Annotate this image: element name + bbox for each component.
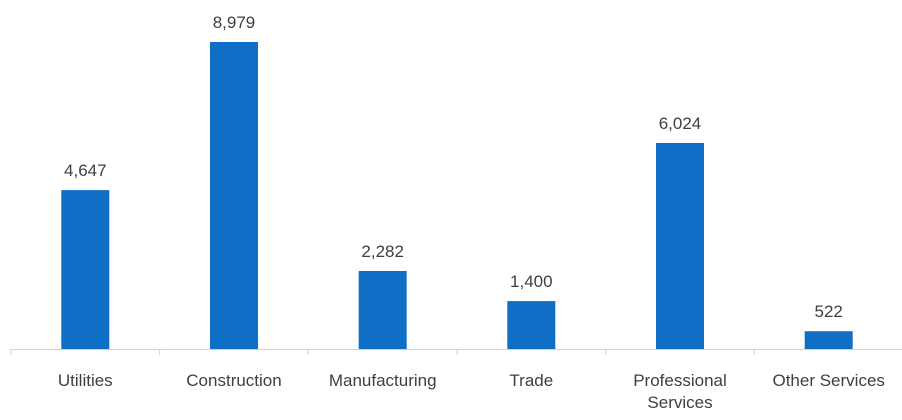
bar-1: [210, 42, 258, 349]
bar-0: [61, 190, 110, 349]
category-label-4: Professional Services: [633, 371, 727, 412]
category-label-1: Construction: [186, 371, 281, 390]
category-label-2: Manufacturing: [329, 371, 437, 390]
category-label-line: Trade: [509, 371, 553, 390]
value-labels-layer: 4,647 8,979 2,282 1,400 6,024 522: [64, 13, 843, 321]
category-label-line: Professional: [633, 371, 727, 390]
category-label-line: Services: [647, 393, 712, 412]
category-label-3: Trade: [509, 371, 553, 390]
bar-value-label-1: 8,979: [213, 13, 256, 32]
bar-5: [804, 331, 853, 349]
bar-2: [358, 271, 407, 349]
bars-layer: [61, 42, 853, 349]
bar-value-label-0: 4,647: [64, 161, 107, 180]
bar-value-label-3: 1,400: [510, 272, 553, 291]
category-label-0: Utilities: [58, 371, 113, 390]
category-labels-layer: Utilities Construction Manufacturing Trade P…: [58, 371, 885, 412]
bar-value-label-4: 6,024: [659, 114, 702, 133]
x-axis: [10, 349, 902, 355]
category-label-line: Manufacturing: [329, 371, 437, 390]
bar-3: [507, 301, 556, 349]
bar-4: [656, 143, 704, 349]
category-label-line: Utilities: [58, 371, 113, 390]
bar-value-label-5: 522: [815, 302, 843, 321]
category-label-line: Other Services: [772, 371, 884, 390]
bar-value-label-2: 2,282: [361, 242, 404, 261]
category-label-5: Other Services: [772, 371, 884, 390]
category-label-line: Construction: [186, 371, 281, 390]
